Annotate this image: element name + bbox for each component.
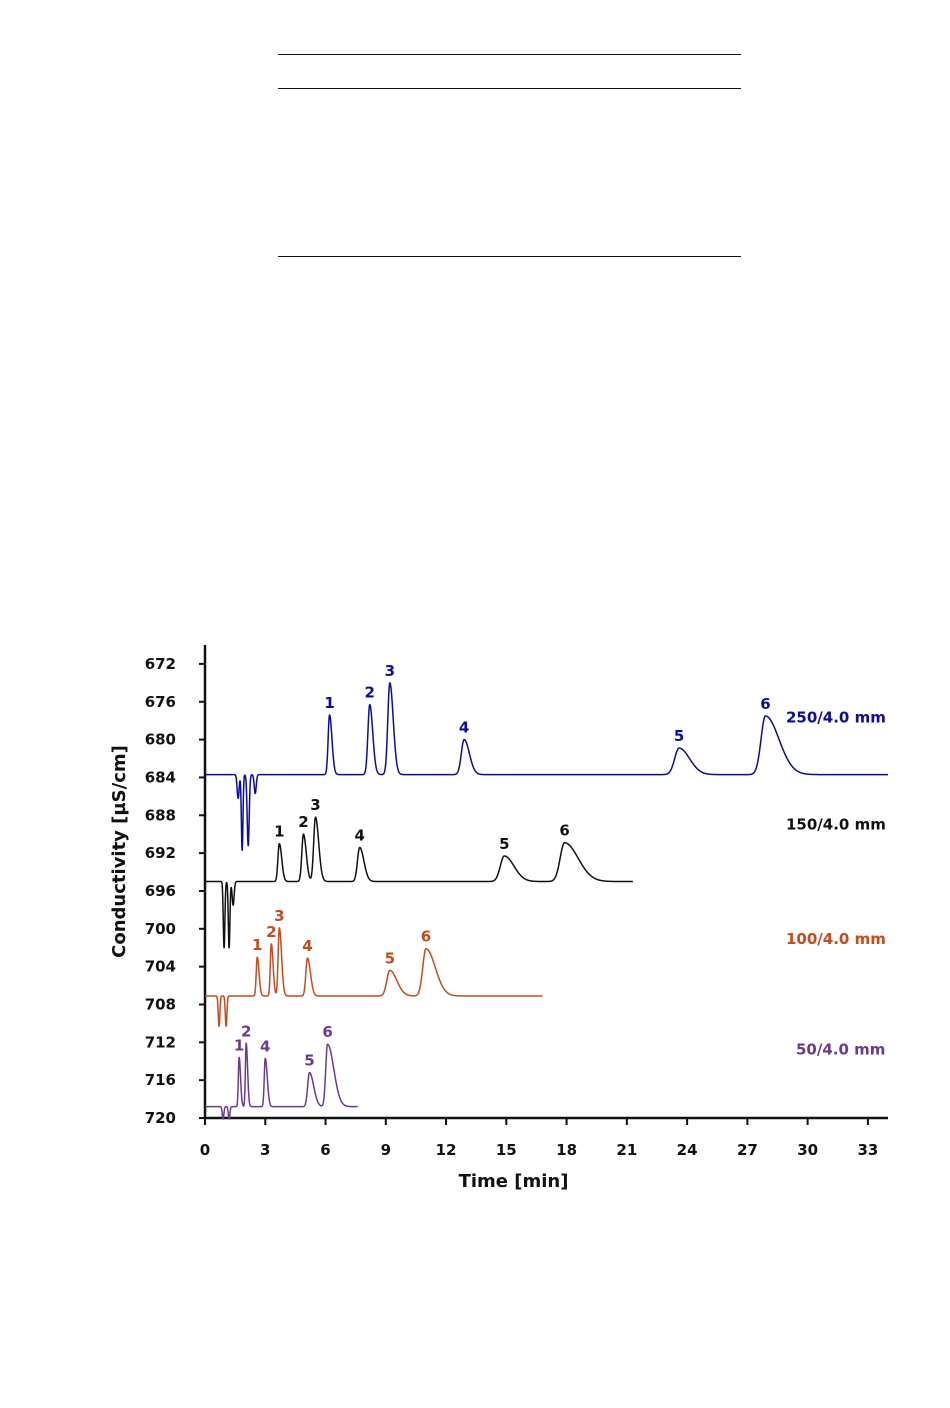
peak-label: 3 bbox=[310, 796, 320, 814]
y-tick-label: 712 bbox=[145, 1033, 176, 1051]
peak-label: 1 bbox=[274, 823, 284, 841]
x-tick-label: 21 bbox=[616, 1141, 637, 1159]
peak-label: 2 bbox=[241, 1022, 251, 1040]
header-rule-middle bbox=[278, 88, 741, 89]
y-tick-label: 720 bbox=[145, 1109, 176, 1127]
x-tick-label: 24 bbox=[677, 1141, 698, 1159]
peak-label: 5 bbox=[385, 949, 395, 967]
x-tick-label: 27 bbox=[737, 1141, 758, 1159]
peak-label: 4 bbox=[302, 937, 312, 955]
header-rule-bottom bbox=[278, 256, 741, 257]
peak-label: 4 bbox=[459, 719, 469, 737]
y-tick-label: 696 bbox=[145, 882, 176, 900]
y-tick-label: 676 bbox=[145, 693, 176, 711]
y-tick-label: 684 bbox=[145, 768, 176, 786]
peak-label: 2 bbox=[266, 923, 276, 941]
trace-line-15040 bbox=[204, 816, 634, 949]
y-tick-label: 672 bbox=[145, 655, 176, 673]
trace-line-25040 bbox=[204, 682, 889, 852]
peak-label: 5 bbox=[499, 835, 509, 853]
x-tick-label: 9 bbox=[381, 1141, 391, 1159]
y-tick-label: 708 bbox=[145, 995, 176, 1013]
y-tick-label: 704 bbox=[145, 958, 176, 976]
peak-label: 3 bbox=[385, 662, 395, 680]
x-tick-label: 0 bbox=[200, 1141, 210, 1159]
x-tick-label: 30 bbox=[797, 1141, 818, 1159]
peak-label: 2 bbox=[365, 684, 375, 702]
peak-label: 5 bbox=[304, 1052, 314, 1070]
peak-label: 4 bbox=[354, 826, 364, 844]
header-rule-top bbox=[278, 54, 741, 55]
peak-label: 1 bbox=[234, 1036, 244, 1054]
series-name-label: 50/4.0 mm bbox=[796, 1041, 885, 1059]
peak-label: 3 bbox=[274, 907, 284, 925]
trace-line-10040 bbox=[204, 927, 544, 1027]
trace-line-5040 bbox=[204, 1042, 359, 1120]
ticks: 6726766806846886926967007047087127167200… bbox=[145, 655, 879, 1159]
peak-label: 6 bbox=[421, 928, 431, 946]
peak-label: 1 bbox=[324, 694, 334, 712]
peak-label: 6 bbox=[559, 822, 569, 840]
x-tick-label: 12 bbox=[436, 1141, 457, 1159]
x-axis-title: Time [min] bbox=[459, 1171, 569, 1192]
series-name-label: 150/4.0 mm bbox=[786, 816, 886, 834]
x-tick-label: 3 bbox=[260, 1141, 270, 1159]
peak-label: 2 bbox=[298, 813, 308, 831]
peak-label: 6 bbox=[322, 1023, 332, 1041]
traces bbox=[204, 682, 889, 1120]
y-tick-label: 700 bbox=[145, 920, 176, 938]
x-tick-label: 33 bbox=[857, 1141, 878, 1159]
x-tick-label: 6 bbox=[320, 1141, 330, 1159]
x-tick-label: 18 bbox=[556, 1141, 577, 1159]
x-tick-label: 15 bbox=[496, 1141, 517, 1159]
peak-label: 6 bbox=[760, 695, 770, 713]
y-axis-title: Conductivity [µS/cm] bbox=[109, 745, 130, 958]
peak-label: 1 bbox=[252, 936, 262, 954]
y-tick-label: 680 bbox=[145, 731, 176, 749]
series-name-label: 250/4.0 mm bbox=[786, 709, 886, 727]
y-tick-label: 688 bbox=[145, 806, 176, 824]
peak-label: 4 bbox=[260, 1037, 270, 1055]
y-tick-label: 716 bbox=[145, 1071, 176, 1089]
series-name-label: 100/4.0 mm bbox=[786, 930, 886, 948]
peak-label: 5 bbox=[674, 727, 684, 745]
y-tick-label: 692 bbox=[145, 844, 176, 862]
